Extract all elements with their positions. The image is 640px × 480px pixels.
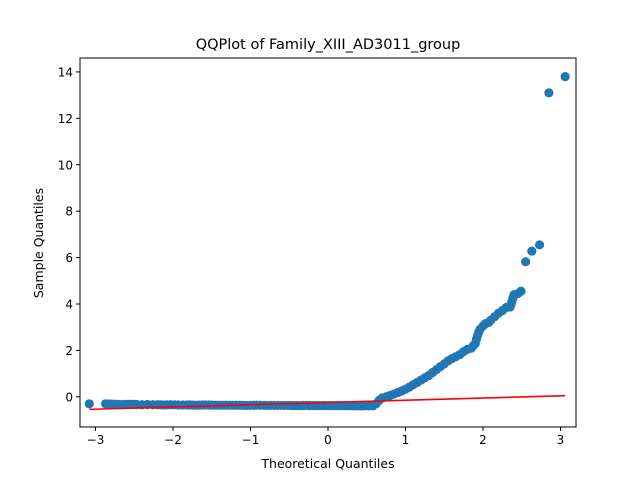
data-point — [197, 400, 208, 410]
data-point — [128, 399, 139, 409]
reference-line-group — [89, 394, 566, 411]
x-tick-label: −1 — [242, 433, 260, 447]
x-axis-ticks: −3 −2 −1 0 1 2 3 — [87, 427, 565, 447]
data-point — [364, 401, 374, 411]
data-point — [327, 401, 337, 411]
y-axis-ticks: 0 2 4 6 8 10 12 14 — [58, 65, 80, 404]
data-point — [516, 286, 526, 296]
reference-line — [89, 394, 566, 411]
data-point — [560, 71, 570, 82]
data-point — [269, 400, 279, 411]
y-tick-label: 10 — [58, 158, 73, 172]
data-point — [107, 399, 117, 409]
x-tick-label: 3 — [557, 433, 565, 447]
plot-frame — [79, 57, 577, 428]
y-axis-label: Sample Quantiles — [31, 188, 46, 298]
x-axis-label: Theoretical Quantiles — [260, 456, 394, 471]
data-point — [114, 399, 124, 409]
data-point — [121, 399, 132, 409]
data-point — [169, 400, 180, 410]
chart-title: QQPlot of Family_XIII_AD3011_group — [196, 37, 461, 53]
data-point — [534, 240, 545, 250]
x-tick-label: 0 — [324, 433, 332, 447]
data-point — [356, 401, 366, 411]
data-point — [84, 399, 94, 409]
x-tick-label: 2 — [479, 433, 487, 447]
y-tick-label: 6 — [65, 251, 73, 265]
y-tick-label: 2 — [65, 344, 73, 358]
data-point — [544, 88, 554, 98]
y-tick-label: 12 — [58, 112, 73, 126]
data-point — [337, 401, 347, 411]
sample-points — [84, 71, 570, 411]
x-tick-label: −2 — [164, 433, 182, 447]
data-point — [527, 246, 537, 256]
data-point — [259, 400, 269, 410]
data-point — [471, 334, 482, 344]
y-tick-label: 0 — [65, 390, 73, 404]
y-tick-label: 14 — [58, 65, 73, 79]
data-point — [347, 401, 357, 411]
data-point — [474, 327, 484, 338]
y-tick-label: 4 — [65, 298, 73, 312]
data-point — [508, 293, 518, 303]
x-tick-label: −3 — [87, 433, 105, 447]
y-tick-label: 8 — [65, 205, 73, 219]
data-point — [521, 257, 531, 267]
x-tick-label: 1 — [402, 433, 410, 447]
